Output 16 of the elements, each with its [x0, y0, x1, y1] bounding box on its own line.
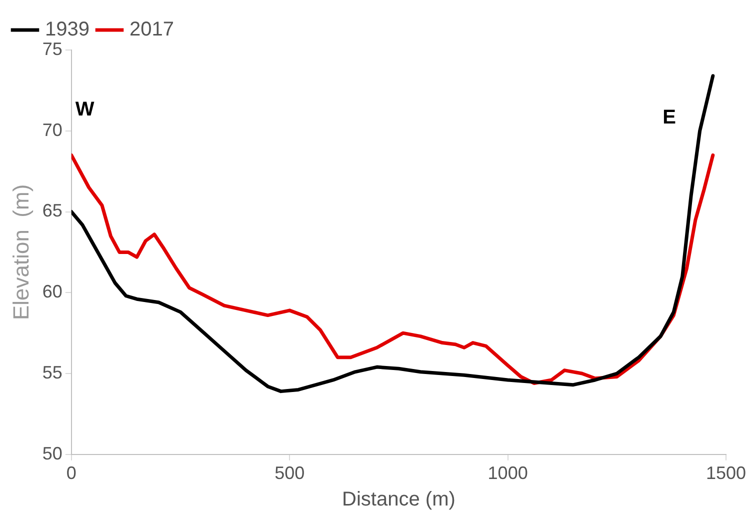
legend-label: 1939: [45, 18, 90, 41]
y-tick-label: 60: [42, 282, 62, 302]
x-tick-label: 0: [66, 463, 76, 484]
annotation: E: [662, 106, 676, 129]
x-tick-label: 1500: [706, 463, 746, 484]
x-axis-title: Distance (m): [342, 488, 456, 511]
legend-label: 2017: [129, 18, 174, 41]
x-tick-label: 1000: [488, 463, 528, 484]
y-tick-label: 75: [42, 38, 62, 59]
y-tick-label: 50: [42, 443, 62, 464]
y-axis-title: Elevation (m): [8, 184, 34, 320]
y-tick-label: 65: [42, 200, 62, 221]
y-tick-label: 55: [42, 362, 62, 382]
annotation: W: [75, 98, 94, 121]
y-tick-label: 70: [42, 120, 62, 140]
x-tick-label: 500: [274, 463, 305, 484]
